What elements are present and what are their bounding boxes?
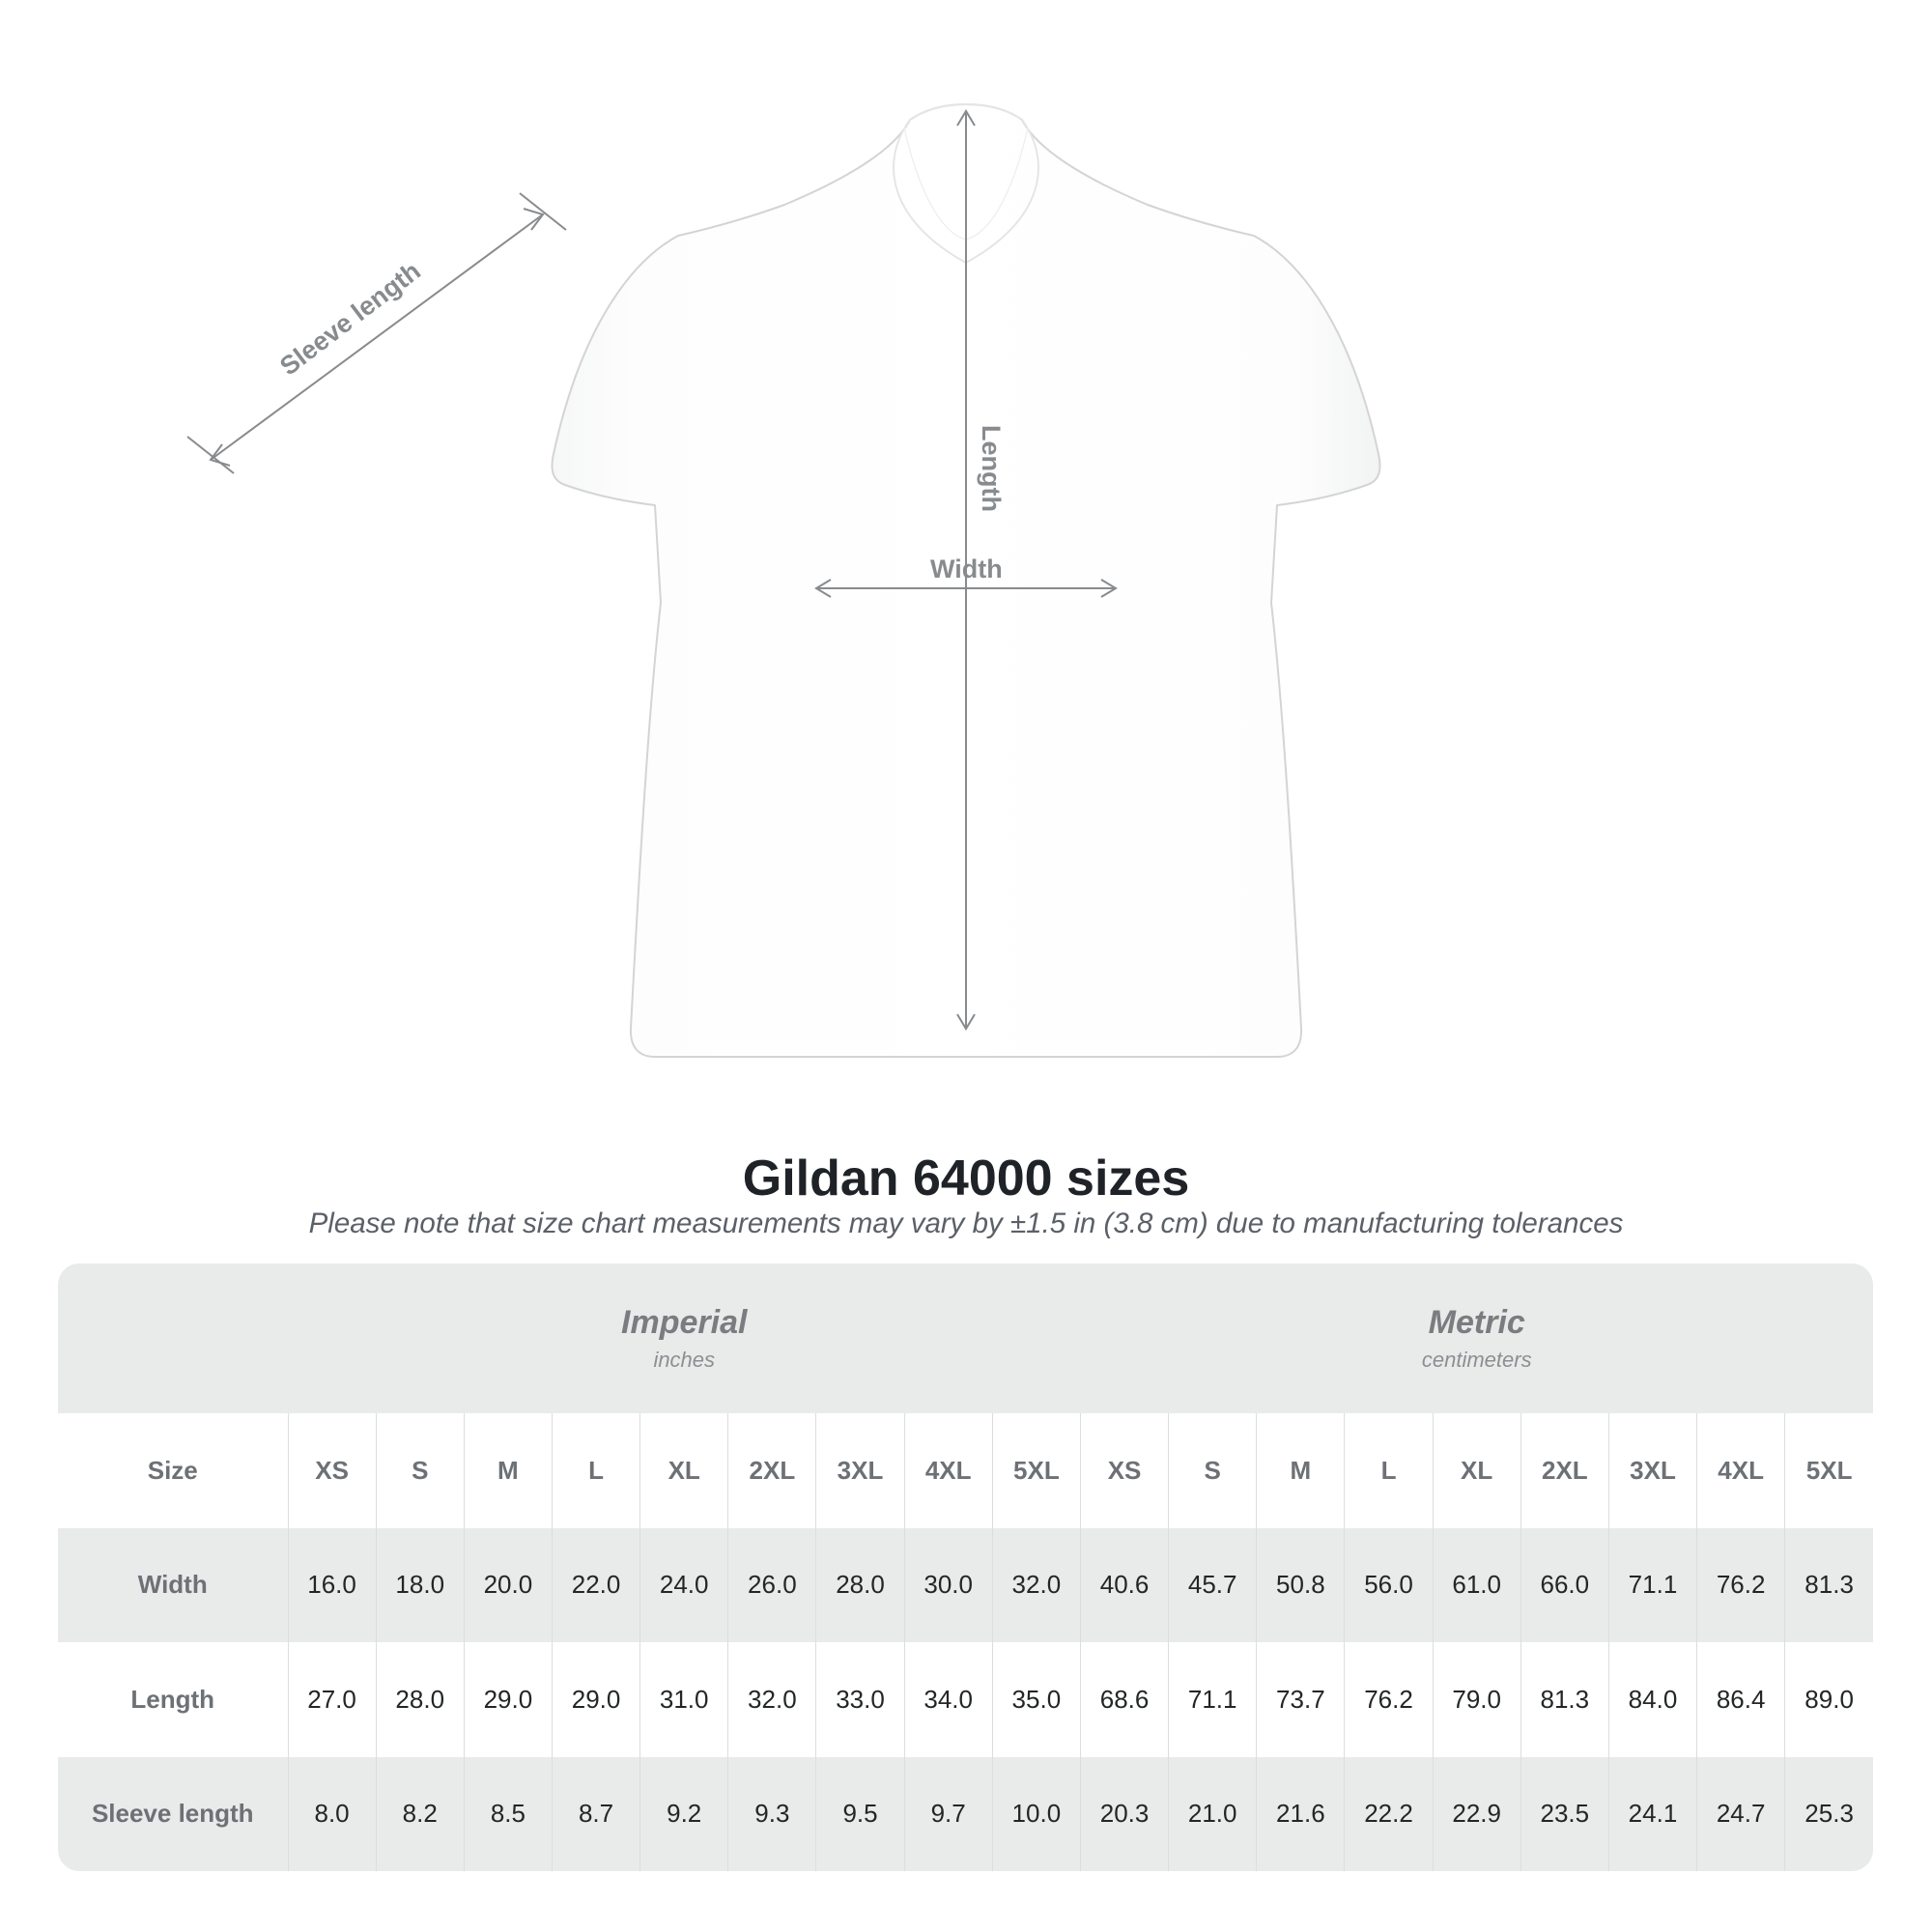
svg-text:Width: Width [930,554,1003,583]
svg-text:Length: Length [977,425,1006,512]
